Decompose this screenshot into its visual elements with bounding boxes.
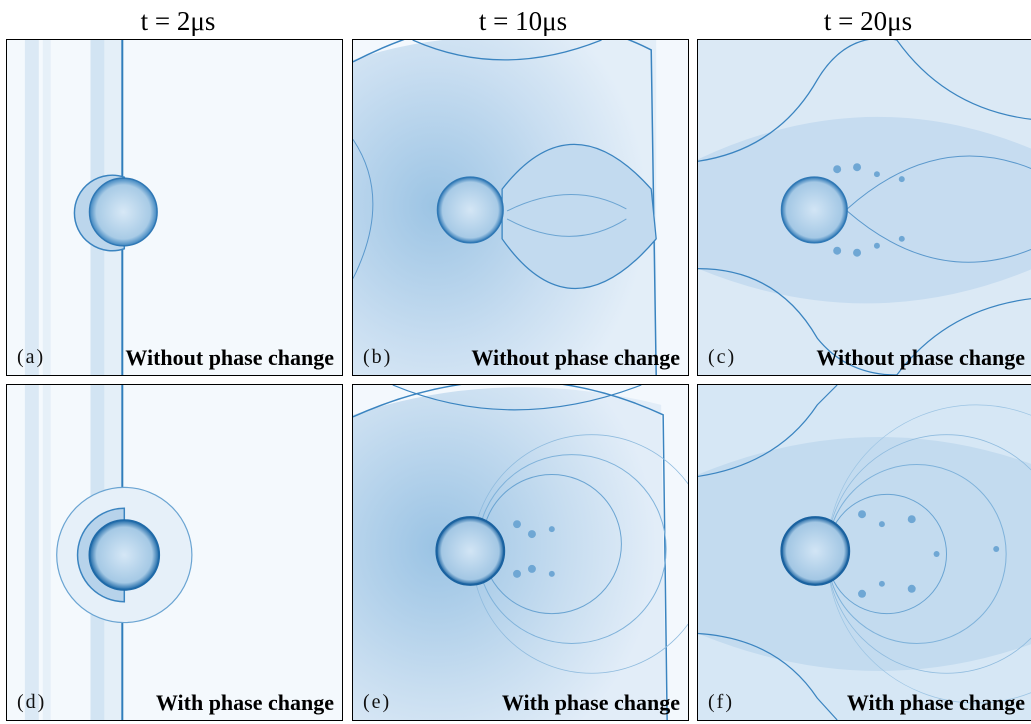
panel-a-image (7, 40, 342, 375)
panel-label: (a) (17, 346, 46, 368)
panel-b: (b) Without phase change (352, 39, 689, 376)
panel-d-image (7, 385, 342, 720)
panel-caption: With phase change (155, 690, 334, 715)
column-title-t10: t = 10μs (478, 6, 568, 36)
panel-caption: Without phase change (125, 345, 334, 370)
panel-e-image (353, 385, 688, 720)
column-title-t2: t = 2μs (140, 6, 216, 36)
panel-caption: With phase change (501, 690, 680, 715)
panel-b-image (353, 40, 688, 375)
panel-caption: Without phase change (471, 345, 680, 370)
panel-a: (a) Without phase change (6, 39, 343, 376)
panel-label: (c) (708, 346, 737, 368)
panel-c: (c) Without phase change (697, 39, 1031, 376)
panel-label: (e) (363, 691, 392, 713)
panel-caption: With phase change (846, 690, 1025, 715)
panel-f: (f) With phase change (697, 384, 1031, 721)
panel-d: (d) With phase change (6, 384, 343, 721)
panel-label: (f) (708, 691, 734, 713)
panel-label: (b) (363, 346, 393, 368)
panel-e: (e) With phase change (352, 384, 689, 721)
panel-caption: Without phase change (816, 345, 1025, 370)
column-title-t20: t = 20μs (823, 6, 913, 36)
panel-c-image (698, 40, 1031, 375)
panel-f-image (698, 385, 1031, 720)
panel-label: (d) (17, 691, 47, 713)
